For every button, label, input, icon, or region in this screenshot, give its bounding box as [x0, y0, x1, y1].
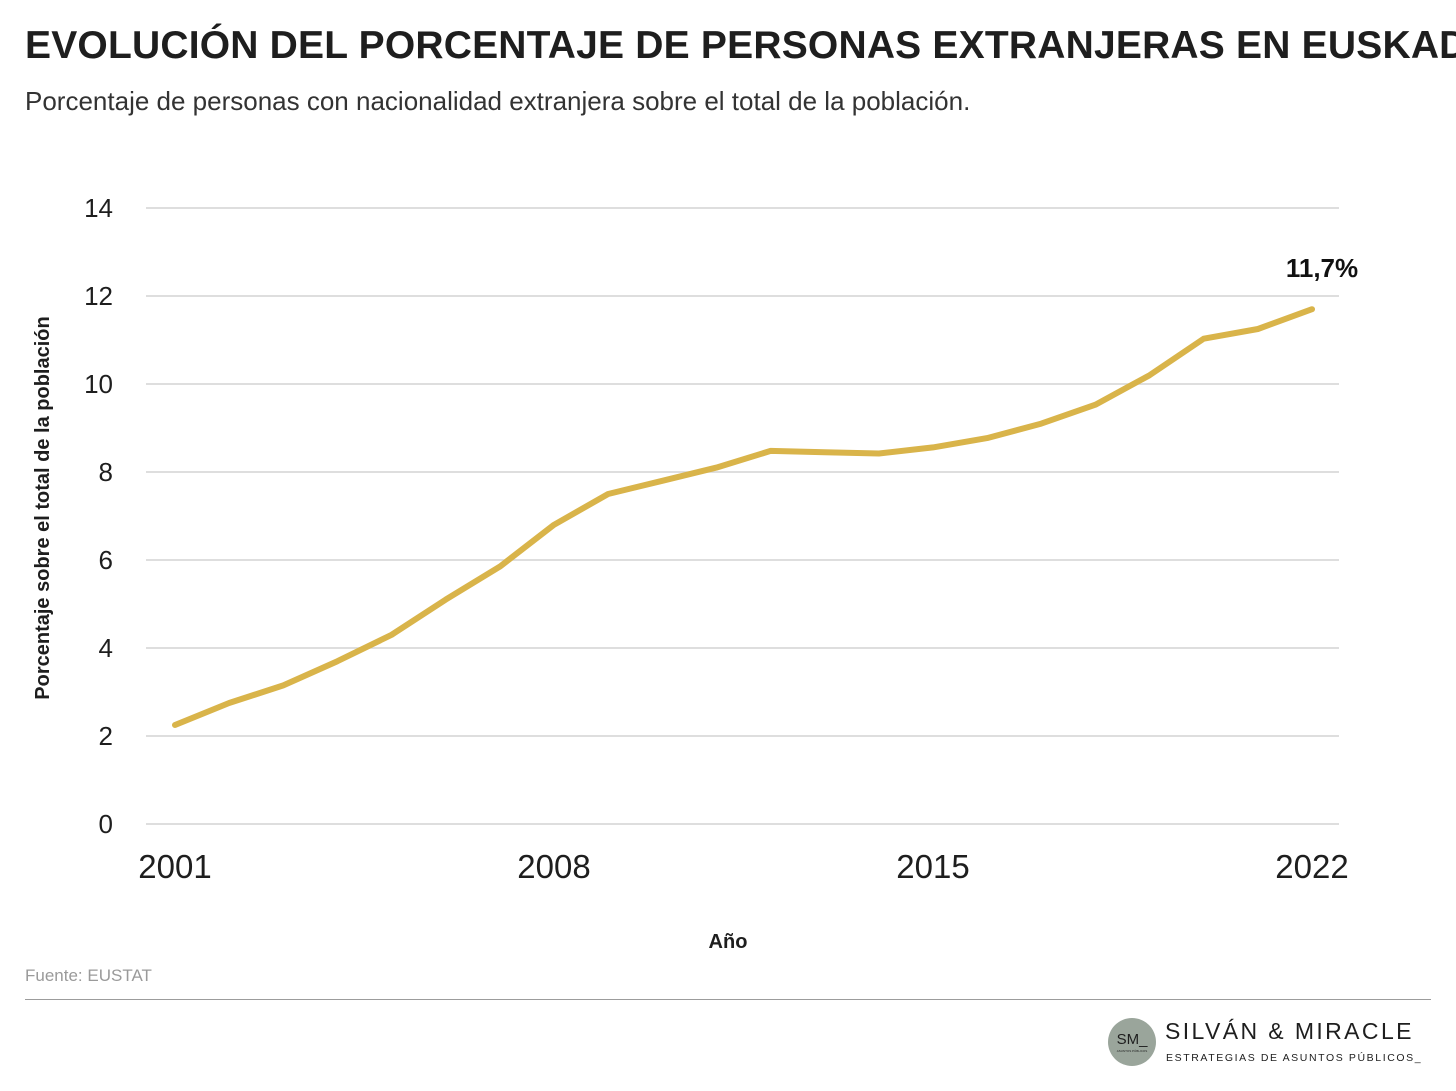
brand-logo: SM_ ASUNTOS PÚBLICOS SILVÁN & MIRACLE ES… [1108, 1013, 1438, 1073]
brand-name: SILVÁN & MIRACLE [1165, 1018, 1414, 1044]
x-axis-title: Año [709, 931, 748, 953]
y-tick-label: 6 [99, 545, 113, 575]
x-tick-label: 2001 [138, 848, 211, 885]
brand-circle-tag: ASUNTOS PÚBLICOS [1116, 1049, 1148, 1053]
line-chart: 0 2 4 6 8 10 12 14 2001 2008 2015 2022 Porcentaje so… [32, 193, 1358, 953]
y-tick-label: 2 [99, 721, 113, 751]
y-axis-title: Porcentaje sobre el total de la població… [32, 316, 54, 699]
footer-divider [25, 999, 1431, 1000]
brand-logo-icon: SM_ ASUNTOS PÚBLICOS [1108, 1018, 1156, 1066]
series-line [172, 306, 1315, 728]
y-tick-label: 12 [84, 281, 113, 311]
chart-title: EVOLUCIÓN DEL PORCENTAJE DE PERSONAS EXT… [25, 24, 1456, 67]
y-tick-label: 8 [99, 457, 113, 487]
y-tick-label: 14 [84, 193, 113, 223]
chart-subtitle: Porcentaje de personas con nacionalidad … [25, 86, 971, 116]
x-tick-label: 2008 [517, 848, 590, 885]
y-tick-label: 0 [99, 809, 113, 839]
x-tick-label: 2015 [896, 848, 969, 885]
source-note: Fuente: EUSTAT [25, 966, 152, 985]
brand-initials: SM_ [1116, 1031, 1148, 1048]
y-tick-label: 10 [84, 369, 113, 399]
x-tick-label: 2022 [1275, 848, 1348, 885]
y-tick-label: 4 [99, 633, 113, 663]
brand-tagline: ESTRATEGIAS DE ASUNTOS PÚBLICOS_ [1166, 1052, 1423, 1064]
data-label: 11,7% [1286, 253, 1358, 283]
